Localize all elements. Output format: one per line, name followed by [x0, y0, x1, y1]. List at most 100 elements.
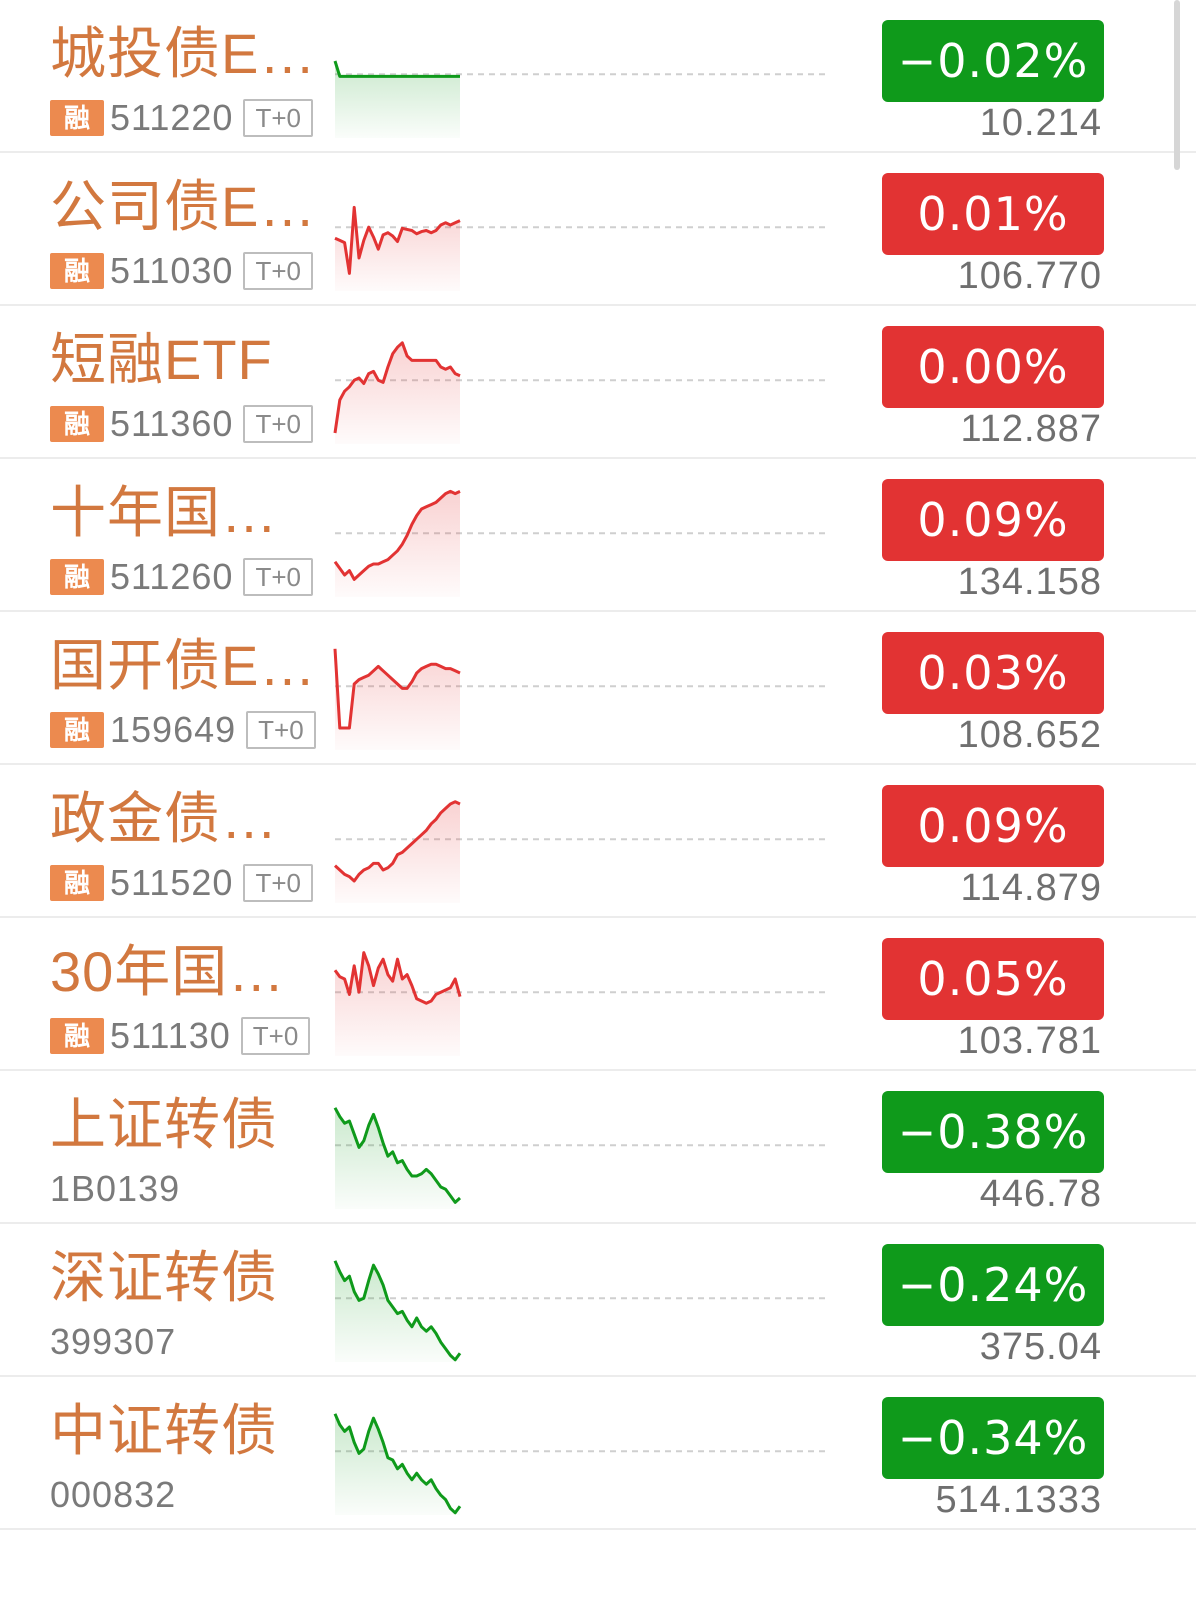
list-item[interactable]: 30年国债ETF 融 511130 T+0 0.05% 103.781	[0, 918, 1196, 1071]
t-plus-badge: T+0	[243, 558, 313, 596]
sparkline-line	[333, 489, 461, 581]
fund-code: 511520	[110, 862, 234, 903]
list-item[interactable]: 中证转债 000832 −0.34% 514.1333	[0, 1377, 1196, 1530]
sparkline-chart	[333, 800, 829, 903]
latest-price: 106.770	[957, 255, 1102, 297]
fund-name: 上证转债	[50, 1093, 278, 1156]
latest-price: 108.652	[957, 714, 1102, 756]
fund-meta: 1B0139	[50, 1168, 190, 1209]
sparkline-line	[333, 1260, 462, 1362]
list-item[interactable]: 上证转债 1B0139 −0.38% 446.78	[0, 1071, 1196, 1224]
sparkline-area	[335, 491, 460, 597]
sparkline-chart	[333, 1413, 829, 1515]
sparkline-area	[335, 952, 460, 1056]
fund-name: 短融ETF	[50, 328, 273, 391]
latest-price: 134.158	[957, 561, 1102, 603]
fund-name: 公司债ETF	[50, 175, 328, 238]
list-item[interactable]: 公司债ETF 融 511030 T+0 0.01% 106.770	[0, 153, 1196, 306]
margin-badge: 融	[50, 100, 104, 136]
sparkline-line	[333, 648, 461, 730]
latest-price: 114.879	[960, 867, 1102, 909]
sparkline-area	[335, 801, 460, 903]
t-plus-badge: T+0	[243, 99, 313, 137]
fund-code: 511260	[110, 556, 234, 597]
change-percent-button[interactable]: 0.03%	[882, 632, 1104, 714]
margin-badge: 融	[50, 559, 104, 595]
margin-badge: 融	[50, 712, 104, 748]
fund-code: 000832	[50, 1474, 177, 1515]
sparkline-area	[335, 1260, 460, 1362]
sparkline-line	[333, 341, 461, 434]
sparkline-area	[335, 1107, 460, 1209]
fund-name: 政金债券ETF	[50, 787, 328, 850]
change-percent-button[interactable]: 0.05%	[882, 938, 1104, 1020]
fund-name: 国开债ETF	[50, 634, 328, 697]
latest-price: 103.781	[957, 1020, 1102, 1062]
sparkline-area	[335, 648, 460, 750]
change-percent-button[interactable]: −0.34%	[882, 1397, 1104, 1479]
latest-price: 112.887	[960, 408, 1102, 450]
t-plus-badge: T+0	[243, 864, 313, 902]
sparkline-chart	[333, 1260, 829, 1362]
sparkline-chart	[333, 648, 829, 750]
margin-badge: 融	[50, 406, 104, 442]
sparkline-line	[334, 205, 461, 275]
sparkline-line	[333, 1413, 462, 1515]
fund-meta: 融 511220 T+0	[50, 97, 313, 138]
change-percent-button[interactable]: −0.24%	[882, 1244, 1104, 1326]
sparkline-chart	[333, 951, 829, 1056]
latest-price: 446.78	[979, 1173, 1102, 1215]
sparkline-chart	[333, 489, 829, 597]
margin-badge: 融	[50, 253, 104, 289]
t-plus-badge: T+0	[243, 252, 313, 290]
fund-meta: 399307	[50, 1321, 186, 1362]
list-item[interactable]: 短融ETF 融 511360 T+0 0.00% 112.887	[0, 306, 1196, 459]
fund-name: 深证转债	[50, 1246, 278, 1309]
margin-badge: 融	[50, 1018, 104, 1054]
change-percent-button[interactable]: 0.09%	[882, 785, 1104, 867]
fund-meta: 融 159649 T+0	[50, 709, 316, 750]
fund-name: 十年国债ETF	[50, 481, 328, 544]
fund-code: 511030	[110, 250, 234, 291]
fund-code: 1B0139	[50, 1168, 181, 1209]
sparkline-chart	[333, 60, 829, 138]
list-item[interactable]: 十年国债ETF 融 511260 T+0 0.09% 134.158	[0, 459, 1196, 612]
list-item[interactable]: 政金债券ETF 融 511520 T+0 0.09% 114.879	[0, 765, 1196, 918]
sparkline-area	[335, 342, 460, 444]
fund-name: 城投债ETF	[50, 22, 328, 85]
sparkline-line	[333, 951, 462, 1005]
sparkline-area	[335, 61, 460, 138]
fund-meta: 融 511520 T+0	[50, 862, 313, 903]
fund-name: 30年国债ETF	[50, 940, 328, 1003]
fund-meta: 000832	[50, 1474, 186, 1515]
fund-meta: 融 511130 T+0	[50, 1015, 311, 1056]
sparkline-area	[335, 1413, 460, 1515]
fund-code: 399307	[50, 1321, 177, 1362]
t-plus-badge: T+0	[243, 405, 313, 443]
sparkline-chart	[333, 1107, 829, 1209]
list-item[interactable]: 深证转债 399307 −0.24% 375.04	[0, 1224, 1196, 1377]
latest-price: 375.04	[979, 1326, 1102, 1368]
list-item[interactable]: 国开债ETF 融 159649 T+0 0.03% 108.652	[0, 612, 1196, 765]
fund-code: 159649	[110, 709, 237, 750]
scrollbar[interactable]	[1174, 0, 1180, 170]
change-percent-button[interactable]: 0.01%	[882, 173, 1104, 255]
fund-name: 中证转债	[50, 1399, 278, 1462]
fund-code: 511360	[110, 403, 234, 444]
change-percent-button[interactable]: 0.00%	[882, 326, 1104, 408]
fund-code: 511220	[110, 97, 234, 138]
list-item[interactable]: 城投债ETF 融 511220 T+0 −0.02% 10.214	[0, 0, 1196, 153]
fund-meta: 融 511030 T+0	[50, 250, 313, 291]
change-percent-button[interactable]: 0.09%	[882, 479, 1104, 561]
t-plus-badge: T+0	[240, 1017, 311, 1055]
t-plus-badge: T+0	[246, 711, 316, 749]
change-percent-button[interactable]: −0.02%	[882, 20, 1104, 102]
sparkline-line	[333, 1107, 462, 1204]
sparkline-line	[333, 60, 460, 78]
sparkline-chart	[333, 341, 829, 444]
latest-price: 10.214	[979, 102, 1102, 144]
margin-badge: 融	[50, 865, 104, 901]
change-percent-button[interactable]: −0.38%	[882, 1091, 1104, 1173]
sparkline-chart	[334, 205, 829, 291]
latest-price: 514.1333	[935, 1479, 1102, 1521]
